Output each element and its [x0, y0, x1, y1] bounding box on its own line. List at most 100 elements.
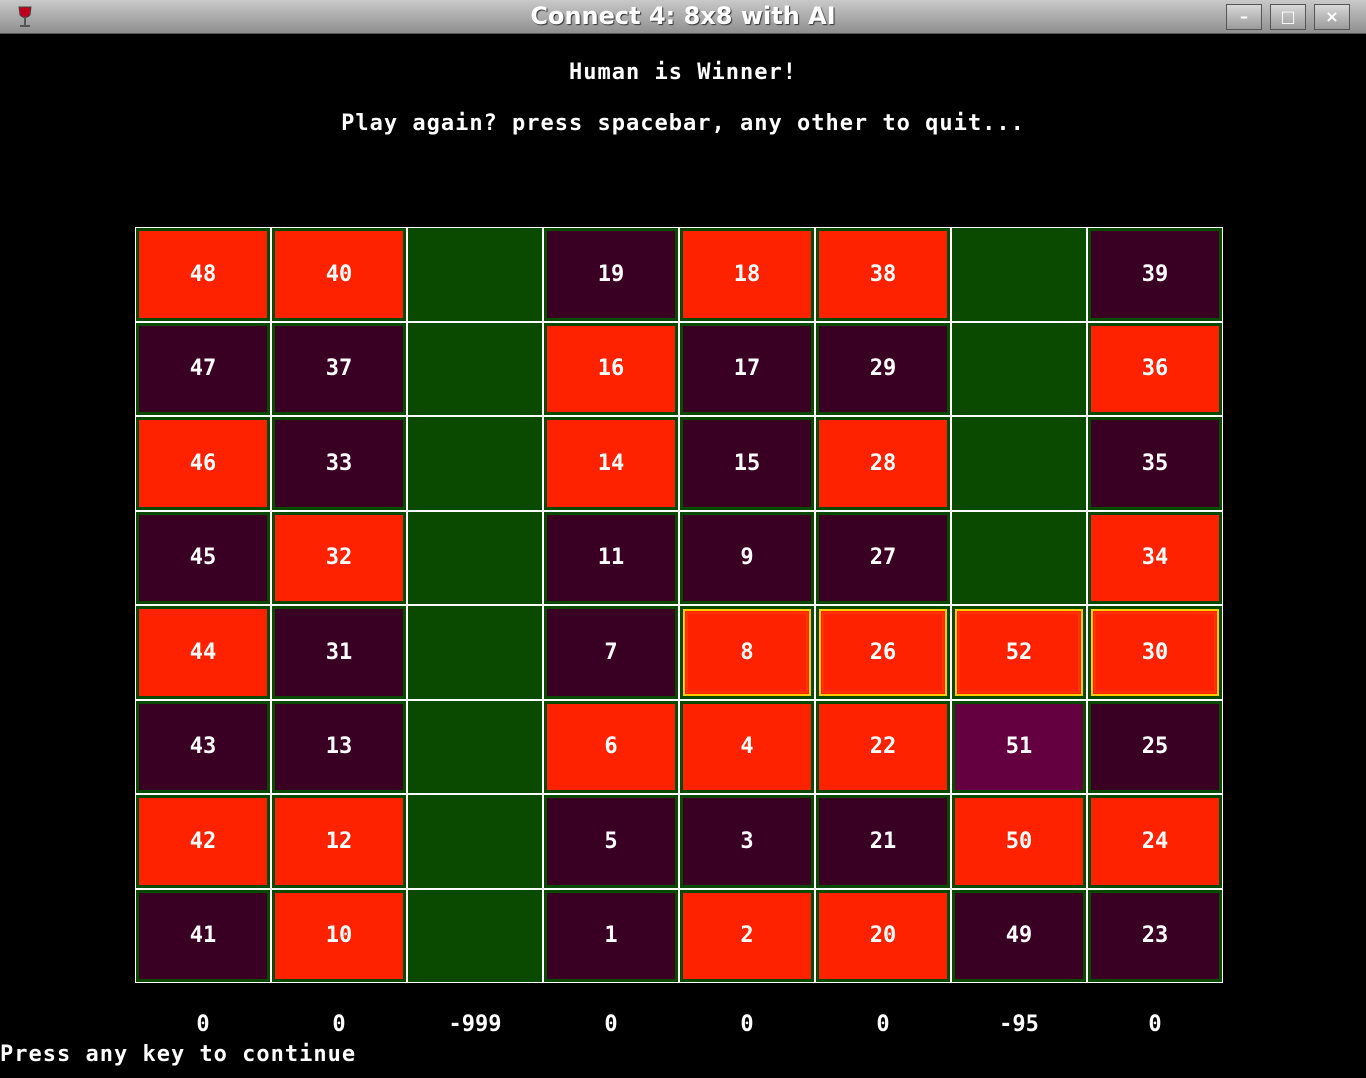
board-cell[interactable]	[408, 606, 542, 699]
ai-disc: 5	[547, 798, 675, 885]
board-cell[interactable]	[952, 511, 1086, 604]
board-cell[interactable]: 42	[136, 795, 270, 888]
board-cell[interactable]: 26	[816, 606, 950, 699]
board-cell[interactable]: 41	[136, 889, 270, 982]
column-scores: 0 0 -999 0 0 0 -95 0	[135, 1012, 1223, 1042]
board-cell[interactable]	[408, 511, 542, 604]
human-disc: 2	[683, 892, 811, 979]
board-cell[interactable]	[408, 795, 542, 888]
human-disc: 24	[1091, 798, 1219, 885]
board-cell[interactable]	[408, 322, 542, 415]
board-cell[interactable]: 36	[1088, 322, 1222, 415]
board-cell[interactable]: 45	[136, 511, 270, 604]
board-cell[interactable]: 24	[1088, 795, 1222, 888]
board-cell[interactable]: 37	[272, 322, 406, 415]
human-disc: 32	[275, 514, 403, 601]
board-cell[interactable]: 33	[272, 417, 406, 510]
board-cell[interactable]: 19	[544, 228, 678, 321]
board-cell[interactable]: 48	[136, 228, 270, 321]
ai-disc: 7	[547, 609, 675, 696]
board-cell[interactable]: 52	[952, 606, 1086, 699]
maximize-button[interactable]: □	[1270, 4, 1306, 30]
human-disc: 14	[547, 420, 675, 507]
close-button[interactable]: ×	[1314, 4, 1350, 30]
board-cell[interactable]: 18	[680, 228, 814, 321]
board-cell[interactable]	[408, 228, 542, 321]
column-score: -999	[448, 1012, 502, 1037]
board-cell[interactable]: 35	[1088, 417, 1222, 510]
board-cell[interactable]: 7	[544, 606, 678, 699]
board-cell[interactable]: 12	[272, 795, 406, 888]
human-disc: 28	[819, 420, 947, 507]
board-cell[interactable]: 4	[680, 700, 814, 793]
board-cell[interactable]: 30	[1088, 606, 1222, 699]
board-cell[interactable]: 6	[544, 700, 678, 793]
human-disc: 46	[139, 420, 267, 507]
board-cell[interactable]: 34	[1088, 511, 1222, 604]
board-cell[interactable]	[952, 322, 1086, 415]
board-cell[interactable]: 31	[272, 606, 406, 699]
board-cell[interactable]: 2	[680, 889, 814, 982]
board-cell[interactable]: 15	[680, 417, 814, 510]
board-cell[interactable]: 5	[544, 795, 678, 888]
board-cell[interactable]: 44	[136, 606, 270, 699]
ai-disc: 39	[1091, 231, 1219, 318]
board-cell[interactable]: 28	[816, 417, 950, 510]
human-disc: 52	[955, 609, 1083, 696]
ai-disc: 25	[1091, 703, 1219, 790]
board-cell[interactable]	[952, 417, 1086, 510]
ai-disc: 47	[139, 325, 267, 412]
board-cell[interactable]: 43	[136, 700, 270, 793]
board-cell[interactable]: 38	[816, 228, 950, 321]
board-cell[interactable]: 46	[136, 417, 270, 510]
game-board[interactable]: 48 40 19 18 38 39 47 37 16 17 29 36 46 33 14 15 28 35 45 32…	[135, 227, 1223, 983]
board-cell[interactable]: 32	[272, 511, 406, 604]
board-cell[interactable]: 8	[680, 606, 814, 699]
board-cell[interactable]	[408, 417, 542, 510]
board-cell[interactable]: 3	[680, 795, 814, 888]
board-cell[interactable]: 17	[680, 322, 814, 415]
column-score: 0	[604, 1012, 618, 1037]
column-score: 0	[740, 1012, 754, 1037]
board-cell[interactable]: 13	[272, 700, 406, 793]
ai-disc: 43	[139, 703, 267, 790]
board-cell[interactable]: 49	[952, 889, 1086, 982]
board-cell[interactable]: 21	[816, 795, 950, 888]
ai-disc: 51	[955, 703, 1083, 790]
board-cell[interactable]: 14	[544, 417, 678, 510]
board-cell[interactable]: 9	[680, 511, 814, 604]
human-disc: 18	[683, 231, 811, 318]
human-disc: 44	[139, 609, 267, 696]
board-cell[interactable]: 50	[952, 795, 1086, 888]
title-bar: Connect 4: 8x8 with AI – □ ×	[0, 0, 1366, 34]
board-cell[interactable]	[408, 889, 542, 982]
board-cell[interactable]: 27	[816, 511, 950, 604]
board-cell[interactable]: 22	[816, 700, 950, 793]
board-cell[interactable]: 47	[136, 322, 270, 415]
board-cell[interactable]	[952, 228, 1086, 321]
ai-disc: 13	[275, 703, 403, 790]
ai-disc: 37	[275, 325, 403, 412]
ai-disc: 29	[819, 325, 947, 412]
ai-disc: 19	[547, 231, 675, 318]
board-cell[interactable]: 23	[1088, 889, 1222, 982]
winner-message: Human is Winner!	[569, 60, 797, 85]
board-cell[interactable]: 16	[544, 322, 678, 415]
board-cell[interactable]: 51	[952, 700, 1086, 793]
ai-disc: 45	[139, 514, 267, 601]
ai-disc: 11	[547, 514, 675, 601]
board-cell[interactable]: 20	[816, 889, 950, 982]
ai-disc: 41	[139, 892, 267, 979]
board-cell[interactable]: 10	[272, 889, 406, 982]
board-cell[interactable]: 11	[544, 511, 678, 604]
board-cell[interactable]: 39	[1088, 228, 1222, 321]
ai-disc: 1	[547, 892, 675, 979]
ai-disc: 35	[1091, 420, 1219, 507]
board-cell[interactable]	[408, 700, 542, 793]
board-cell[interactable]: 29	[816, 322, 950, 415]
board-cell[interactable]: 25	[1088, 700, 1222, 793]
minimize-button[interactable]: –	[1226, 4, 1262, 30]
board-cell[interactable]: 1	[544, 889, 678, 982]
human-disc: 36	[1091, 325, 1219, 412]
board-cell[interactable]: 40	[272, 228, 406, 321]
